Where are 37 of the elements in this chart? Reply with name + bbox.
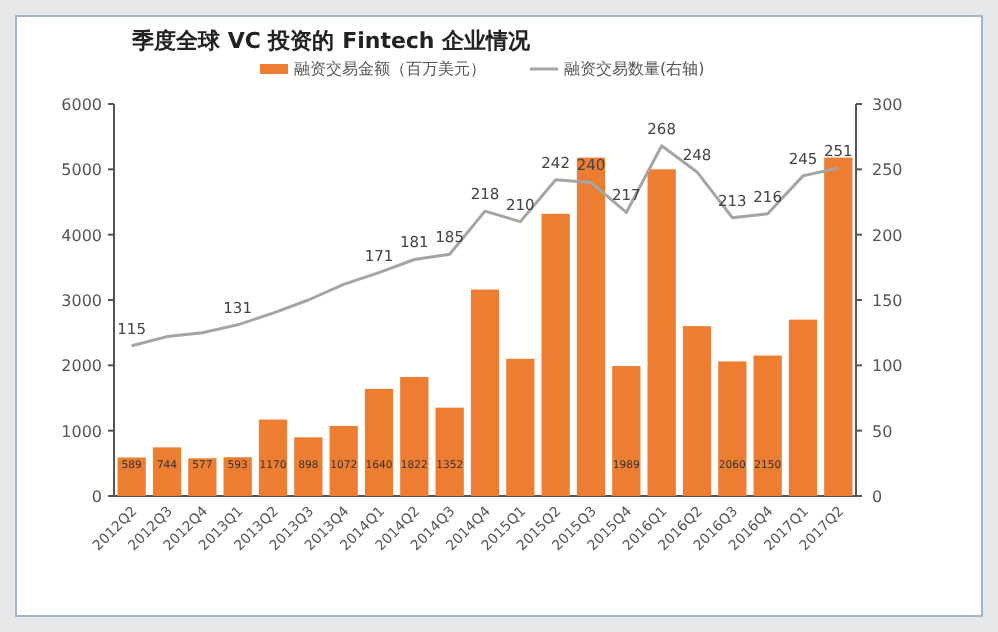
y2-tick-label: 300 [872,96,903,114]
bar [188,458,217,496]
bar [329,425,358,496]
bar [682,326,712,496]
bar [470,289,500,496]
y-tick-label: 0 [91,488,102,506]
chart-title: 季度全球 VC 投资的 Fintech 企业情况 [130,28,533,54]
bar [223,457,252,496]
y2-tick-label: 200 [872,226,903,245]
bar [612,366,641,496]
bar [152,447,182,496]
y2-tick-label: 100 [872,357,903,376]
bar [541,213,570,496]
legend-label: 融资交易金额（百万美元） [294,60,486,78]
bar [576,157,606,496]
y2-tick-label: 150 [872,292,903,310]
y-tick-label: 1000 [61,422,102,441]
bar [400,376,429,496]
y-tick-label: 3000 [61,292,102,310]
bar [506,358,535,496]
y-tick-label: 5000 [61,161,102,180]
legend-label: 融资交易数量(右轴) [564,60,705,78]
bar [435,407,464,496]
bar [718,361,747,496]
bar [258,419,288,496]
y2-tick-label: 0 [872,488,883,506]
y-tick-label: 6000 [61,96,102,114]
bar [294,437,323,496]
bar [824,157,853,496]
bar [364,388,394,496]
y-tick-label: 2000 [61,357,102,376]
bar [788,319,818,496]
bar [647,169,676,496]
y2-tick-label: 50 [872,422,893,441]
bar [753,355,782,496]
y2-tick-label: 250 [872,161,903,180]
y-tick-label: 4000 [61,226,102,245]
